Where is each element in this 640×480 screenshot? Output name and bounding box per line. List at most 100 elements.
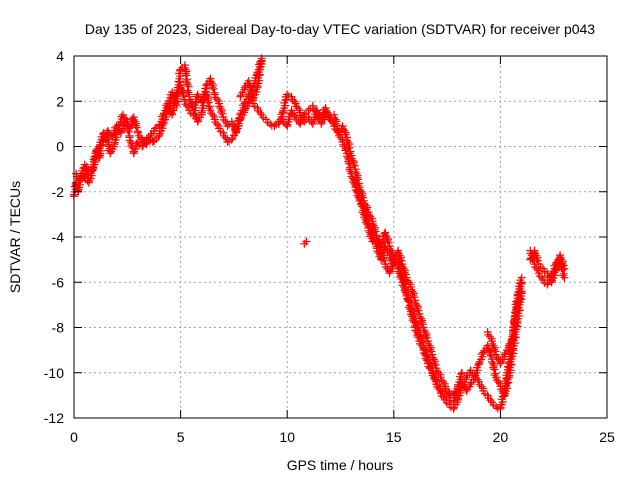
data-point-fill [142, 134, 151, 143]
data-point-fill [207, 109, 216, 118]
data-point-fill [183, 86, 192, 95]
data-point-fill [485, 332, 494, 341]
data-point-fill [433, 367, 442, 376]
data-point-fill [421, 331, 430, 340]
data-point-fill [550, 268, 559, 277]
data-point [504, 341, 513, 350]
data-point-fill [277, 110, 286, 119]
data-point-fill [309, 104, 318, 113]
data-point-fill [490, 345, 498, 354]
data-point-fill [404, 303, 413, 312]
data-point-fill [433, 380, 442, 389]
data-point-fill [335, 131, 343, 140]
data-point-fill [211, 118, 220, 127]
data-point [458, 368, 466, 377]
data-point-fill [247, 94, 256, 103]
axes: 0 5 10 15 20 25 -12 -10 -8 -6 -4 -2 0 2 4 [44, 48, 615, 445]
data-point-fill [256, 57, 265, 66]
data-point-fill [413, 331, 422, 340]
data-point-fill [181, 100, 190, 109]
data-point [302, 237, 311, 246]
data-point-fill [558, 271, 567, 280]
x-tick-label: 0 [70, 429, 78, 445]
data-point-fill [123, 126, 132, 135]
y-tick-label: 4 [56, 48, 64, 64]
y-tick-label: -10 [44, 365, 64, 381]
data-point-fill [430, 359, 439, 368]
data-point-fill [244, 79, 253, 88]
data-point-fill [400, 268, 409, 277]
data-point-fill [188, 103, 197, 111]
data-point-fill [346, 147, 355, 156]
data-point-fill [421, 354, 430, 363]
data-point-fill [437, 376, 446, 385]
data-point-fill [344, 157, 353, 166]
data-point-fill [381, 263, 390, 271]
data-point-fill [256, 108, 265, 117]
data-point-fill [100, 131, 109, 140]
data-point-fill [423, 356, 432, 365]
x-tick-label: 10 [279, 429, 295, 445]
data-point [270, 122, 279, 131]
data-point [517, 273, 526, 282]
data-point-fill [179, 91, 188, 100]
data-point-fill [187, 101, 196, 110]
data-point [300, 110, 309, 119]
data-point [283, 90, 292, 99]
data-point-fill [383, 236, 392, 245]
y-tick-label: 0 [56, 139, 64, 155]
data-point [202, 81, 211, 90]
data-points [69, 54, 569, 413]
data-point-fill [484, 330, 493, 339]
data-point-fill [494, 378, 503, 386]
data-point-fill [340, 126, 349, 135]
data-point-fill [181, 69, 190, 78]
data-point-fill [359, 206, 368, 215]
data-point-fill [213, 120, 221, 129]
grid [74, 56, 607, 418]
data-point-fill [340, 142, 349, 151]
data-point-fill [345, 165, 354, 174]
data-point-fill [245, 85, 254, 94]
data-point-fill [439, 378, 447, 386]
data-point [106, 149, 115, 158]
data-point-fill [246, 92, 255, 101]
data-point-fill [211, 93, 220, 102]
data-point-fill [180, 63, 189, 72]
data-point-fill [290, 97, 299, 106]
data-point-fill [424, 362, 433, 371]
data-point [543, 280, 552, 289]
data-point-fill [559, 269, 568, 278]
data-point-fill [120, 113, 128, 122]
y-tick-label: -4 [52, 229, 65, 245]
chart-title: Day 135 of 2023, Sidereal Day-to-day VTE… [85, 21, 595, 37]
data-point [560, 273, 569, 282]
data-point-fill [477, 382, 486, 391]
x-axis-title: GPS time / hours [287, 457, 394, 473]
data-point-fill [487, 351, 495, 360]
data-point-fill [428, 371, 437, 380]
data-point-fill [418, 320, 427, 329]
data-point-fill [182, 77, 190, 86]
data-point-fill [409, 318, 418, 326]
data-point-fill [332, 126, 341, 135]
data-point-fill [336, 133, 345, 142]
data-point-fill [434, 368, 443, 377]
data-point-fill [457, 370, 466, 378]
data-point-fill [184, 88, 193, 97]
data-point-fill [132, 139, 141, 148]
data-point [91, 149, 100, 158]
x-tick-label: 20 [493, 429, 509, 445]
data-point [240, 106, 249, 115]
data-point-fill [416, 339, 424, 348]
data-point-fill [131, 121, 140, 130]
data-point-fill [254, 106, 263, 115]
data-point-fill [484, 394, 493, 403]
data-point-fill [403, 295, 412, 304]
data-point-fill [396, 255, 405, 263]
data-point-fill [218, 109, 227, 118]
data-point-fill [124, 127, 133, 136]
data-point-fill [403, 276, 412, 285]
data-point-fill [354, 189, 363, 197]
